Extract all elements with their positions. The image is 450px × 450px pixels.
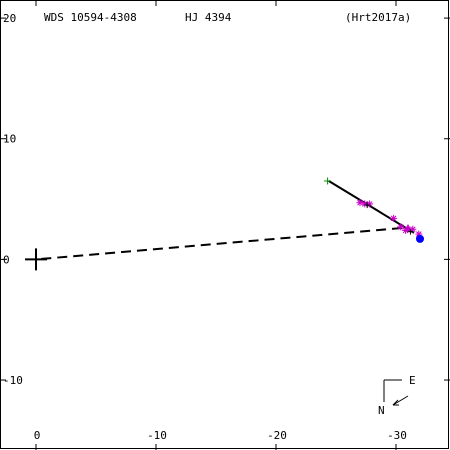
measurement-star-d2 <box>361 201 368 207</box>
wds-id-label: WDS 10594-4308 <box>44 11 137 24</box>
measurement-star <box>402 226 410 234</box>
x-tick-label: -30 <box>387 429 407 442</box>
compass-north-label: N <box>378 404 385 417</box>
measurement-star <box>356 199 364 207</box>
primary-star-marker <box>25 248 47 271</box>
first-observation-marker <box>324 177 332 185</box>
residual-dashed-line <box>35 227 403 261</box>
x-tick-label: 0 <box>34 429 41 442</box>
measurement-star-d2 <box>357 199 363 206</box>
data-layer <box>25 177 424 271</box>
y-tick-label: 0 <box>3 253 10 266</box>
measurement-star-d2 <box>397 224 404 230</box>
x-tick-label: -10 <box>147 429 167 442</box>
measurement-plus <box>407 228 414 235</box>
measurement-star <box>390 214 398 222</box>
compass: E N <box>378 374 416 417</box>
orbit-fit-line <box>328 180 415 234</box>
y-tick-label: -10 <box>3 374 23 387</box>
compass-east-label: E <box>409 374 416 387</box>
measurement-star-d2 <box>402 227 409 234</box>
measurement-star-d2 <box>390 215 397 222</box>
discoverer-label: HJ 4394 <box>185 11 232 24</box>
compass-arrow-icon <box>392 395 409 406</box>
last-observation-marker <box>416 234 424 243</box>
y-tick-label: 10 <box>3 133 16 146</box>
measurement-star <box>397 223 405 231</box>
x-tick-label: -20 <box>267 429 287 442</box>
measurement-star-d2 <box>415 231 422 237</box>
reference-label: (Hrt2017a) <box>345 11 411 24</box>
y-tick-label: 20 <box>3 12 16 25</box>
measurement-plus <box>364 202 371 209</box>
